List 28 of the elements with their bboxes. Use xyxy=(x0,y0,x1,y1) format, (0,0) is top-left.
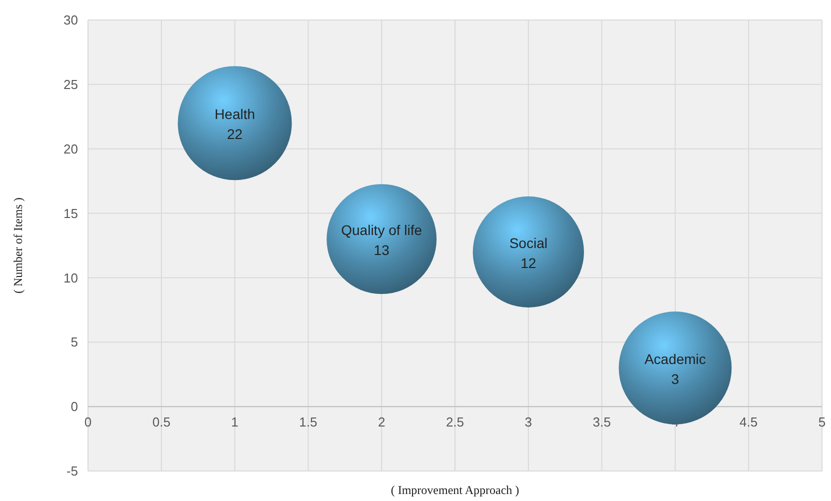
y-tick-label: 5 xyxy=(70,334,78,350)
y-tick-label: 25 xyxy=(64,76,78,92)
y-tick-label: -5 xyxy=(66,464,78,479)
annotation: Academic xyxy=(644,350,706,367)
x-tick-label: 0.5 xyxy=(152,414,170,430)
data-label: 3 xyxy=(671,370,680,387)
y-tick-label: 0 xyxy=(70,399,78,414)
x-tick-label: 3.5 xyxy=(592,414,611,430)
x-tick-label: 1.5 xyxy=(299,414,318,430)
x-tick-label: 2 xyxy=(378,414,386,430)
y-tick-label: 10 xyxy=(64,270,78,286)
x-tick-label: 1 xyxy=(231,414,238,430)
y-tick-label: 30 xyxy=(64,12,78,28)
y-axis-title: ( Number of Items ) xyxy=(11,198,25,294)
x-tick-label: 3 xyxy=(524,414,532,430)
data-label: 13 xyxy=(374,242,390,258)
x-tick-label: 4.5 xyxy=(740,414,758,430)
y-tick-label: 20 xyxy=(64,141,78,156)
data-label: 22 xyxy=(227,126,243,142)
data-label: 12 xyxy=(520,254,536,271)
x-tick-label: 2.5 xyxy=(446,414,464,430)
x-tick-label: 0 xyxy=(84,414,92,430)
x-tick-label: 5 xyxy=(818,414,826,430)
annotation: Social xyxy=(509,234,548,251)
annotation: Health xyxy=(214,106,256,122)
x-axis-title: ( Improvement Approach ) xyxy=(390,483,520,497)
annotation: Quality of life xyxy=(341,222,422,238)
y-tick-label: 15 xyxy=(64,206,78,221)
